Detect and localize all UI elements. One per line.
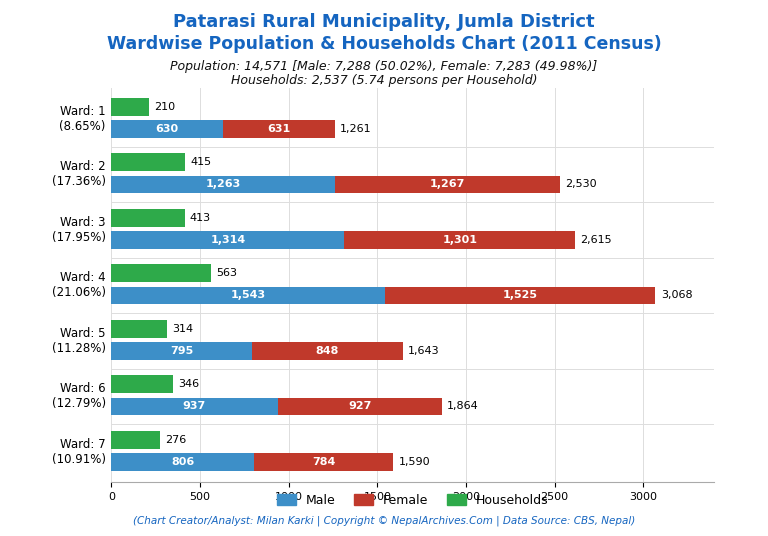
Bar <box>253 342 402 360</box>
Bar <box>111 320 167 338</box>
Bar <box>111 231 344 249</box>
Text: 1,301: 1,301 <box>442 235 477 245</box>
Bar <box>111 98 148 116</box>
Text: Patarasi Rural Municipality, Jumla District: Patarasi Rural Municipality, Jumla Distr… <box>174 13 594 32</box>
Text: 1,267: 1,267 <box>430 180 465 189</box>
Text: 630: 630 <box>156 124 179 134</box>
Bar <box>336 176 560 193</box>
Bar <box>111 264 211 282</box>
Bar <box>223 120 335 138</box>
Bar <box>111 398 277 415</box>
Text: 937: 937 <box>183 401 206 412</box>
Text: 1,263: 1,263 <box>206 180 241 189</box>
Bar <box>111 342 253 360</box>
Legend: Male, Female, Households: Male, Female, Households <box>272 489 554 511</box>
Text: 276: 276 <box>166 435 187 445</box>
Text: 2,530: 2,530 <box>565 180 597 189</box>
Text: 2,615: 2,615 <box>581 235 612 245</box>
Bar <box>111 153 185 171</box>
Bar <box>111 431 161 449</box>
Text: Population: 14,571 [Male: 7,288 (50.02%), Female: 7,283 (49.98%)]: Population: 14,571 [Male: 7,288 (50.02%)… <box>170 60 598 73</box>
Bar <box>111 453 254 471</box>
Bar <box>277 398 442 415</box>
Text: 563: 563 <box>217 268 237 278</box>
Text: 346: 346 <box>178 379 199 389</box>
Text: 3,068: 3,068 <box>660 291 692 300</box>
Text: 1,314: 1,314 <box>210 235 246 245</box>
Text: 1,525: 1,525 <box>503 291 538 300</box>
Text: Wardwise Population & Households Chart (2011 Census): Wardwise Population & Households Chart (… <box>107 35 661 53</box>
Text: 1,864: 1,864 <box>447 401 479 412</box>
Bar <box>344 231 575 249</box>
Bar <box>111 176 336 193</box>
Bar <box>111 375 173 393</box>
Text: Households: 2,537 (5.74 persons per Household): Households: 2,537 (5.74 persons per Hous… <box>230 74 538 87</box>
Text: 413: 413 <box>190 213 211 223</box>
Text: 1,543: 1,543 <box>230 291 266 300</box>
Bar <box>254 453 393 471</box>
Text: 1,590: 1,590 <box>399 457 430 467</box>
Text: 927: 927 <box>348 401 372 412</box>
Bar <box>111 209 184 227</box>
Bar <box>385 287 655 304</box>
Text: (Chart Creator/Analyst: Milan Karki | Copyright © NepalArchives.Com | Data Sourc: (Chart Creator/Analyst: Milan Karki | Co… <box>133 516 635 526</box>
Text: 806: 806 <box>171 457 194 467</box>
Text: 795: 795 <box>170 346 194 356</box>
Text: 1,643: 1,643 <box>408 346 439 356</box>
Bar <box>111 120 223 138</box>
Text: 314: 314 <box>172 324 194 334</box>
Text: 631: 631 <box>267 124 290 134</box>
Text: 210: 210 <box>154 102 175 111</box>
Text: 848: 848 <box>316 346 339 356</box>
Text: 784: 784 <box>312 457 336 467</box>
Text: 1,261: 1,261 <box>340 124 372 134</box>
Text: 415: 415 <box>190 157 211 167</box>
Bar <box>111 287 385 304</box>
